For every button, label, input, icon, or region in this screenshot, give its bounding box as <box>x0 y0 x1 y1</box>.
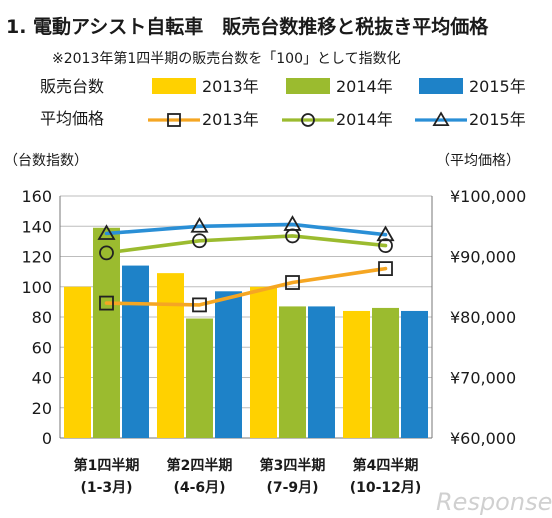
bar-2014-q1 <box>93 227 120 438</box>
y-axis-label: （台数指数） <box>4 153 88 169</box>
legend-bar-label-2013: 2013年 <box>202 77 259 96</box>
chart-note: ※2013年第1四半期の販売台数を「100」として指数化 <box>52 50 401 67</box>
legend-marker-2013-icon <box>167 113 181 127</box>
price-line-2014 <box>104 234 388 255</box>
y-tick-label: 120 <box>21 248 52 267</box>
bar-2014-q3 <box>279 306 306 438</box>
y2-tick-label: ¥80,000 <box>450 308 516 327</box>
legend-bar-swatch-2013 <box>152 78 196 94</box>
legend-bar-label-2014: 2014年 <box>336 77 393 96</box>
price-point-2015-q1 <box>97 224 116 240</box>
y-tick-label: 0 <box>42 429 52 448</box>
x-category-label: 第2四半期 <box>167 457 233 474</box>
price-point-2015-q3 <box>283 215 302 231</box>
legend-lines-label: 平均価格 <box>40 109 104 128</box>
x-category-label: (4-6月) <box>173 480 225 496</box>
y-tick-label: 140 <box>21 217 52 236</box>
bar-2013-q3 <box>250 286 277 438</box>
price-lines <box>97 215 395 313</box>
price-point-2015-q2 <box>190 216 209 233</box>
y2-tick-label: ¥100,000 <box>450 187 526 206</box>
bar-2013-q4 <box>343 310 370 438</box>
price-line-2015 <box>104 222 388 237</box>
x-category-label: (10-12月) <box>350 480 422 496</box>
price-point-2015-q4 <box>376 225 395 242</box>
watermark: Response. <box>436 488 552 516</box>
price-point-2014-q4 <box>378 238 393 254</box>
price-point-2013-q1 <box>99 295 114 311</box>
legend-line-label-2013: 2013年 <box>202 110 259 129</box>
y-tick-label: 40 <box>32 369 52 388</box>
price-point-2014-q1 <box>99 245 114 261</box>
legend-line-label-2014: 2014年 <box>336 110 393 129</box>
bar-2015-q1 <box>122 265 149 438</box>
y2-tick-label: ¥60,000 <box>450 429 516 448</box>
y-axis-ticks: 0 20 40 60 80 100 120 140 160 <box>21 187 52 448</box>
y-tick-label: 20 <box>32 399 52 418</box>
y-tick-label: 80 <box>32 308 52 327</box>
bar-2014-q4 <box>372 307 399 438</box>
bar-2013-q1 <box>64 286 91 438</box>
bar-2015-q4 <box>401 310 428 438</box>
x-category-label: (1-3月) <box>80 480 132 496</box>
legend-marker-2014-icon <box>301 113 315 127</box>
x-category-label: 第4四半期 <box>353 457 419 474</box>
legend-bar-label-2015: 2015年 <box>469 77 526 96</box>
y-tick-label: 100 <box>21 278 52 297</box>
legend-marker-2015-icon <box>432 111 450 126</box>
bar-2014-q2 <box>186 318 213 438</box>
price-line-2013 <box>104 266 388 307</box>
x-category-label: 第3四半期 <box>260 457 326 474</box>
y2-tick-label: ¥70,000 <box>450 369 516 388</box>
y2-axis-label: （平均価格） <box>436 153 520 169</box>
chart-title: 1. 電動アシスト自転車 販売台数推移と税抜き平均価格 <box>6 15 489 38</box>
legend-bar-swatch-2014 <box>286 78 330 94</box>
y2-axis-ticks: ¥60,000 ¥70,000 ¥80,000 ¥90,000 ¥100,000 <box>450 187 526 448</box>
x-axis-labels: 第1四半期 (1-3月) 第2四半期 (4-6月) 第3四半期 (7-9月) 第4四半期 (1… <box>74 457 422 496</box>
price-point-2013-q3 <box>285 275 300 290</box>
price-point-2013-q4 <box>378 261 393 277</box>
legend: 2013年 2014年 2015年 2013年 2014年 2015年 <box>148 77 526 129</box>
legend-line-label-2015: 2015年 <box>469 110 526 129</box>
legend-bars-label: 販売台数 <box>40 77 104 96</box>
x-category-label: (7-9月) <box>266 480 318 496</box>
price-point-2014-q2 <box>192 233 207 249</box>
bars <box>64 227 428 438</box>
bar-2013-q2 <box>157 273 184 438</box>
y2-tick-label: ¥90,000 <box>450 248 516 267</box>
bar-2015-q3 <box>308 306 335 438</box>
x-category-label: 第1四半期 <box>74 457 140 474</box>
y-tick-label: 160 <box>21 187 52 206</box>
bar-2015-q2 <box>215 291 242 438</box>
y-tick-label: 60 <box>32 338 52 357</box>
legend-bar-swatch-2015 <box>419 78 463 94</box>
price-point-2013-q2 <box>192 297 207 313</box>
